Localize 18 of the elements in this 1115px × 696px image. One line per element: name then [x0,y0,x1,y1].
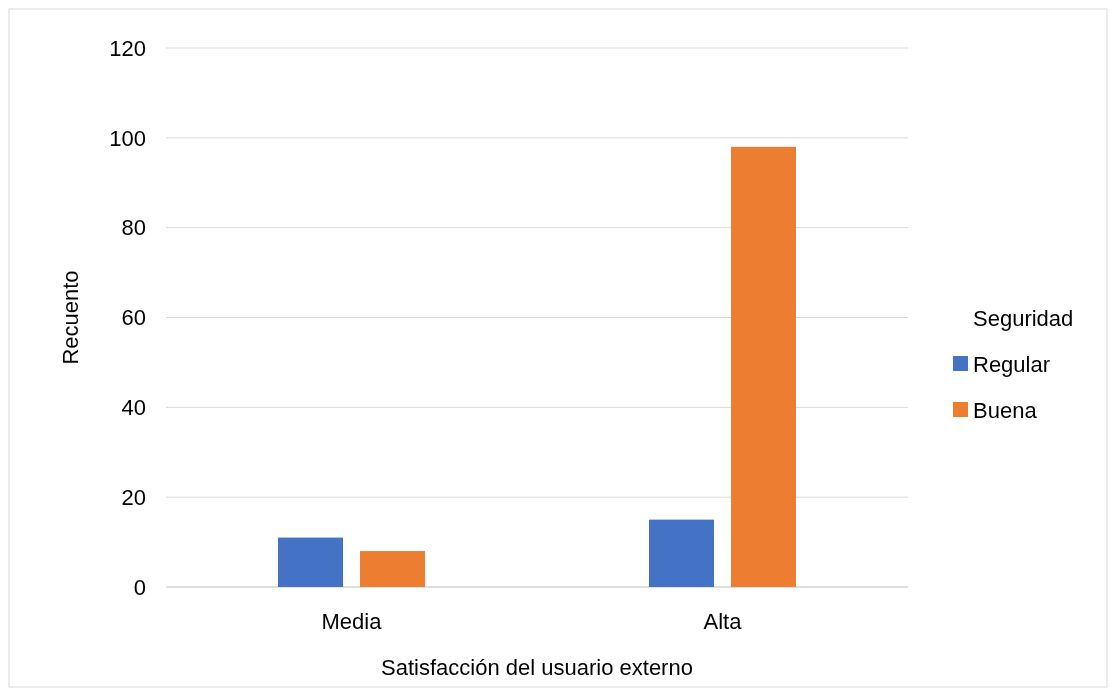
y-tick-label: 20 [121,484,146,510]
y-tick-label: 60 [121,305,146,331]
bar [360,551,425,587]
legend-label: Buena [973,397,1038,423]
legend-title: Seguridad [973,305,1074,331]
bar [649,519,714,587]
y-tick-label: 80 [121,215,146,241]
bar [731,146,796,587]
y-tick-label: 0 [133,574,146,600]
x-tick-label: Media [321,609,383,634]
bar [278,537,343,587]
y-tick-label: 120 [109,35,146,61]
x-tick-label: Alta [703,609,743,634]
x-axis-title: Satisfacción del usuario externo [381,655,693,680]
y-axis-title: Recuento [58,270,83,365]
y-tick-label: 100 [109,125,146,151]
y-tick-label: 40 [121,395,146,421]
legend-label: Regular [973,351,1051,377]
